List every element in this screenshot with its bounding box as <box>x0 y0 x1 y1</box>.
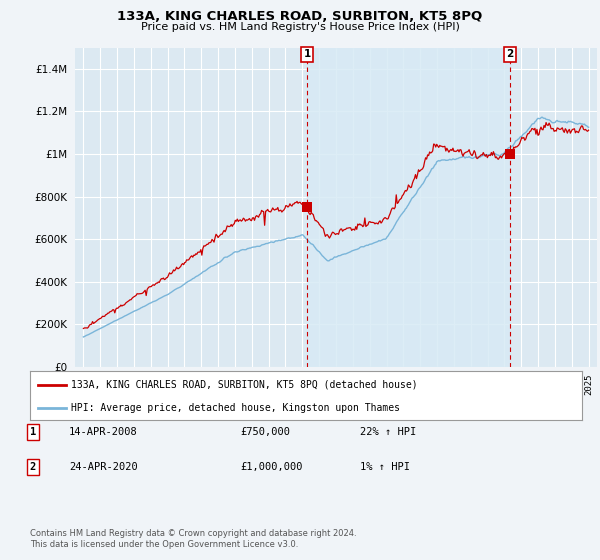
Text: 2: 2 <box>506 49 514 59</box>
Text: £1,000,000: £1,000,000 <box>240 462 302 472</box>
Text: 1% ↑ HPI: 1% ↑ HPI <box>360 462 410 472</box>
Text: HPI: Average price, detached house, Kingston upon Thames: HPI: Average price, detached house, King… <box>71 403 400 413</box>
Text: 133A, KING CHARLES ROAD, SURBITON, KT5 8PQ (detached house): 133A, KING CHARLES ROAD, SURBITON, KT5 8… <box>71 380 418 390</box>
Text: Price paid vs. HM Land Registry's House Price Index (HPI): Price paid vs. HM Land Registry's House … <box>140 22 460 32</box>
Text: This data is licensed under the Open Government Licence v3.0.: This data is licensed under the Open Gov… <box>30 540 298 549</box>
Bar <box>307 48 510 367</box>
Text: 14-APR-2008: 14-APR-2008 <box>69 427 138 437</box>
Text: Contains HM Land Registry data © Crown copyright and database right 2024.: Contains HM Land Registry data © Crown c… <box>30 529 356 538</box>
Text: 2: 2 <box>30 462 36 472</box>
Text: 24-APR-2020: 24-APR-2020 <box>69 462 138 472</box>
Text: 133A, KING CHARLES ROAD, SURBITON, KT5 8PQ: 133A, KING CHARLES ROAD, SURBITON, KT5 8… <box>118 10 482 23</box>
Text: £750,000: £750,000 <box>240 427 290 437</box>
Text: 22% ↑ HPI: 22% ↑ HPI <box>360 427 416 437</box>
Text: 1: 1 <box>30 427 36 437</box>
Text: 1: 1 <box>304 49 311 59</box>
